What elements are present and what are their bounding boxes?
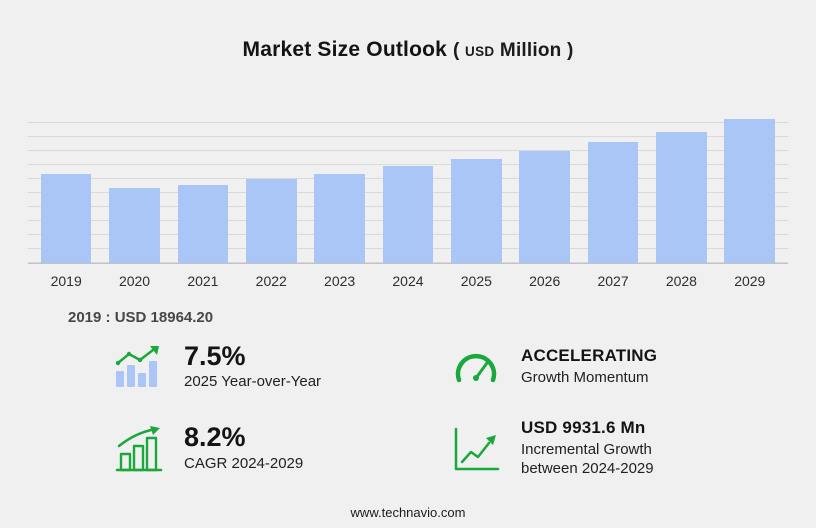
bar-column-2023	[305, 116, 373, 263]
bar-2029	[724, 119, 776, 263]
yoy-growth-icon	[112, 345, 166, 389]
base-year-value: 2019 : USD 18964.20	[68, 309, 214, 326]
bar-2027	[587, 142, 639, 263]
bar-plot	[28, 116, 788, 264]
incremental-growth-icon	[449, 426, 503, 472]
bar-column-2027	[579, 116, 647, 263]
stat-label: Incremental Growth	[521, 441, 652, 459]
stat-label-line2: between 2024-2029	[521, 460, 654, 478]
x-tick-label-2027: 2027	[597, 273, 629, 289]
bar-column-2024	[374, 116, 442, 263]
stat-cagr: 8.2% CAGR 2024-2029	[112, 418, 439, 479]
bar-column-2020	[100, 116, 168, 263]
bar-chart: 2019 2020 2021 2022 2023 2024 2025 2026 2027 2028…	[28, 116, 788, 289]
stat-value: 8.2%	[184, 422, 246, 453]
x-tick-label-2019: 2019	[50, 273, 82, 289]
stat-value: 7.5%	[184, 341, 246, 371]
bar-2022	[245, 178, 297, 263]
bar-column-2028	[647, 116, 715, 263]
bar-column-2022	[237, 116, 305, 263]
x-tick-label-2023: 2023	[324, 273, 356, 289]
stat-incremental-growth: USD 9931.6 Mn Incremental Growth between…	[449, 418, 776, 479]
bar-2020	[109, 187, 160, 263]
bar-column-2029	[716, 116, 784, 263]
unit-label: Million	[499, 40, 562, 61]
x-tick-label-2025: 2025	[460, 273, 492, 289]
bar-column-2025	[442, 116, 510, 263]
footer-url: www.technavio.com	[350, 505, 466, 520]
x-axis-labels: 2019 2020 2021 2022 2023 2024 2025 2026 2027 2028…	[28, 273, 788, 289]
kpi-section: 7.5% 2025 Year-over-Year ACCELERATING Gr…	[112, 342, 776, 479]
bar-column-2021	[169, 116, 237, 263]
bar-2028	[656, 132, 707, 263]
x-tick-label-2022: 2022	[255, 273, 287, 289]
currency-label: USD	[465, 44, 495, 59]
bar-2021	[177, 184, 229, 263]
bar-2023	[314, 173, 365, 263]
open-paren: (	[453, 40, 460, 61]
close-paren: )	[566, 40, 574, 61]
speedometer-icon	[449, 346, 503, 388]
bar-2019	[40, 173, 92, 263]
chart-title-unit: ( USD Million )	[453, 40, 573, 61]
bar-2024	[382, 166, 434, 263]
chart-title-main: Market Size Outlook	[242, 38, 448, 61]
x-tick-label-2026: 2026	[529, 273, 561, 289]
stat-label: Growth Momentum	[521, 369, 649, 387]
x-tick-label-2029: 2029	[734, 273, 766, 289]
stat-label: 2025 Year-over-Year	[184, 373, 322, 391]
stat-label: CAGR 2024-2029	[184, 454, 304, 472]
chart-title: Market Size Outlook( USD Million )	[0, 0, 816, 62]
bar-column-2019	[32, 116, 100, 263]
bar-column-2026	[511, 116, 579, 263]
bar-2026	[519, 151, 570, 263]
x-tick-label-2028: 2028	[665, 273, 697, 289]
bar-2025	[451, 158, 502, 263]
x-tick-label-2020: 2020	[118, 273, 151, 289]
x-tick-label-2024: 2024	[392, 273, 424, 289]
cagr-bars-icon	[112, 425, 166, 472]
stat-yoy-growth: 7.5% 2025 Year-over-Year	[112, 342, 439, 392]
stat-growth-momentum: ACCELERATING Growth Momentum	[449, 342, 776, 392]
x-tick-label-2021: 2021	[187, 273, 219, 289]
stat-value: ACCELERATING	[521, 345, 658, 365]
stat-value: USD 9931.6 Mn	[521, 418, 646, 438]
